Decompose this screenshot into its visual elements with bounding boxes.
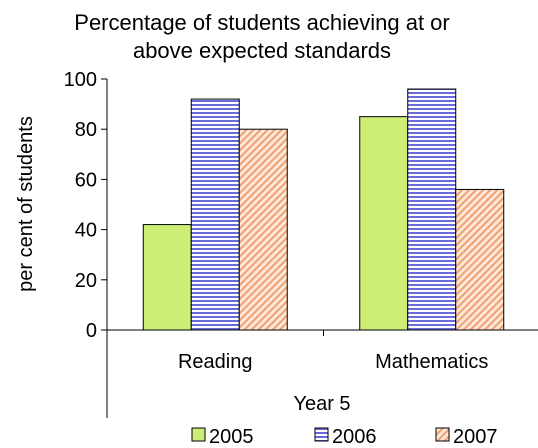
legend-swatch-2005 <box>191 427 206 442</box>
category-label: Reading <box>178 351 253 373</box>
bar-2007-mathematics <box>455 188 505 331</box>
chart-title-line-1: Percentage of students achieving at or <box>74 10 449 35</box>
y-tick-label: 100 <box>64 69 97 91</box>
legend-swatch-2007 <box>435 427 450 442</box>
y-axis-title: per cent of students <box>15 116 37 292</box>
y-axis-ticks: 0 20 40 60 80 100 <box>64 69 107 342</box>
bar-2005-reading <box>142 224 192 331</box>
y-tick-label: 60 <box>75 169 97 191</box>
bar-2006-reading <box>190 98 240 331</box>
chart-title-line-2: above expected standards <box>133 38 391 63</box>
axes <box>106 79 538 418</box>
x-axis-title: Year 5 <box>293 393 350 415</box>
y-tick-label: 0 <box>86 320 97 342</box>
y-tick-label: 80 <box>75 119 97 141</box>
legend-label-2006: 2006 <box>332 426 377 448</box>
category-label: Mathematics <box>375 351 488 373</box>
category-labels: Reading Mathematics <box>178 351 488 373</box>
legend: 2005 2006 2007 <box>191 426 498 448</box>
legend-swatch-2006 <box>314 427 329 442</box>
bar-2007-reading <box>238 128 288 331</box>
legend-label-2007: 2007 <box>453 426 498 448</box>
bar-2006-mathematics <box>407 88 457 331</box>
y-tick-label: 40 <box>75 220 97 242</box>
bars <box>142 88 505 331</box>
legend-label-2005: 2005 <box>209 426 254 448</box>
bar-2005-mathematics <box>359 116 409 331</box>
y-tick-label: 20 <box>75 270 97 292</box>
